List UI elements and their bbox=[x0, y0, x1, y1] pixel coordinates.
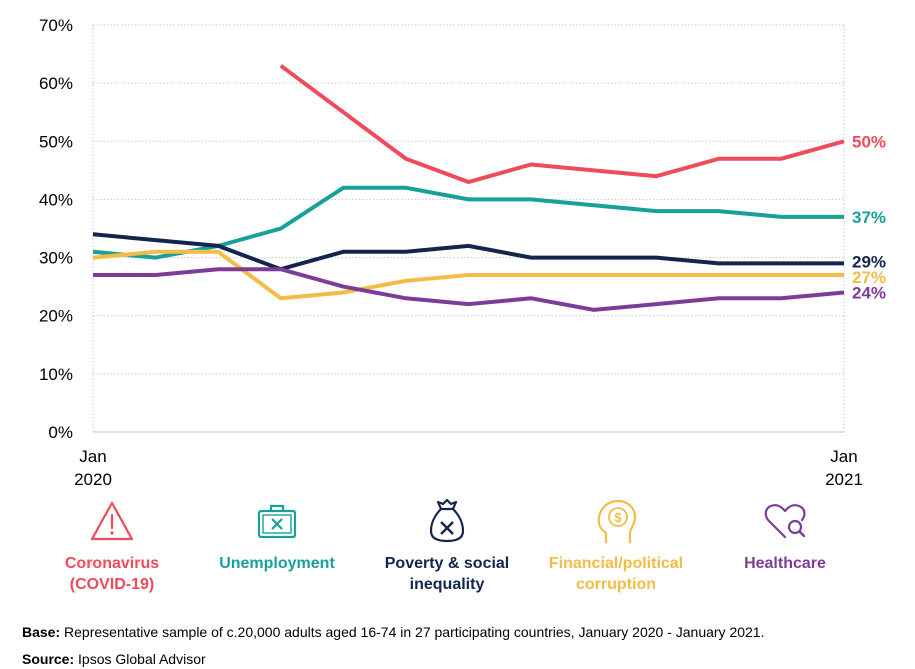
briefcase-icon bbox=[257, 504, 297, 539]
y-tick-label: 50% bbox=[39, 132, 73, 151]
warning-triangle-icon bbox=[90, 501, 134, 541]
x-tick-label: Jan bbox=[830, 447, 857, 466]
heart-search-icon bbox=[764, 504, 806, 539]
series-end-label-3: 27% bbox=[852, 268, 886, 287]
legend-item-corruption: $ Financial/political corruption bbox=[531, 495, 701, 595]
legend-label-poverty: Poverty & social inequality bbox=[384, 555, 510, 593]
y-tick-label: 30% bbox=[39, 249, 73, 268]
series-end-label-2: 29% bbox=[852, 252, 886, 271]
legend-item-poverty: Poverty & social inequality bbox=[362, 495, 532, 595]
series-end-label-0: 50% bbox=[852, 132, 886, 151]
legend-label-unemployment: Unemployment bbox=[219, 555, 335, 572]
footer-base: Base: Representative sample of c.20,000 … bbox=[22, 623, 764, 641]
head-dollar-icon: $ bbox=[597, 499, 637, 543]
y-tick-label: 0% bbox=[48, 423, 73, 442]
x-tick-label: 2020 bbox=[74, 470, 112, 489]
series-end-label-4: 24% bbox=[852, 283, 886, 302]
legend-item-unemployment: Unemployment bbox=[192, 495, 362, 574]
footer-source-label: Source: bbox=[22, 651, 75, 667]
x-tick-label: Jan bbox=[79, 447, 106, 466]
series-line-0 bbox=[279, 64, 845, 185]
series-line-4 bbox=[93, 267, 845, 312]
footer-source-text: Ipsos Global Advisor bbox=[78, 651, 206, 667]
y-tick-label: 10% bbox=[39, 365, 73, 384]
svg-text:$: $ bbox=[614, 510, 622, 525]
legend-item-healthcare: Healthcare bbox=[700, 495, 870, 574]
series-line-2 bbox=[92, 232, 844, 272]
y-tick-label: 40% bbox=[39, 190, 73, 209]
x-tick-label: 2021 bbox=[825, 470, 863, 489]
y-tick-label: 60% bbox=[39, 74, 73, 93]
footer-base-label: Base: bbox=[22, 624, 61, 640]
y-tick-label: 70% bbox=[39, 16, 73, 35]
legend-label-healthcare: Healthcare bbox=[744, 555, 826, 572]
legend: Coronavirus (COVID-19) Unemployment Pove… bbox=[0, 495, 915, 605]
money-bag-icon bbox=[429, 498, 465, 543]
series-end-label-1: 37% bbox=[852, 208, 886, 227]
y-tick-label: 20% bbox=[39, 307, 73, 326]
legend-item-coronavirus: Coronavirus (COVID-19) bbox=[27, 495, 197, 595]
footer-source: Source: Ipsos Global Advisor bbox=[22, 650, 206, 668]
legend-label-corruption: Financial/political corruption bbox=[548, 555, 684, 593]
footer-base-text: Representative sample of c.20,000 adults… bbox=[64, 624, 765, 640]
line-chart: 0% 10% 20% 30% 40% 50% 60% 70% Jan 2020 Jan 2021 50%… bbox=[39, 16, 886, 489]
legend-label-coronavirus: Coronavirus (COVID-19) bbox=[64, 555, 160, 593]
series-line-3 bbox=[92, 249, 844, 301]
